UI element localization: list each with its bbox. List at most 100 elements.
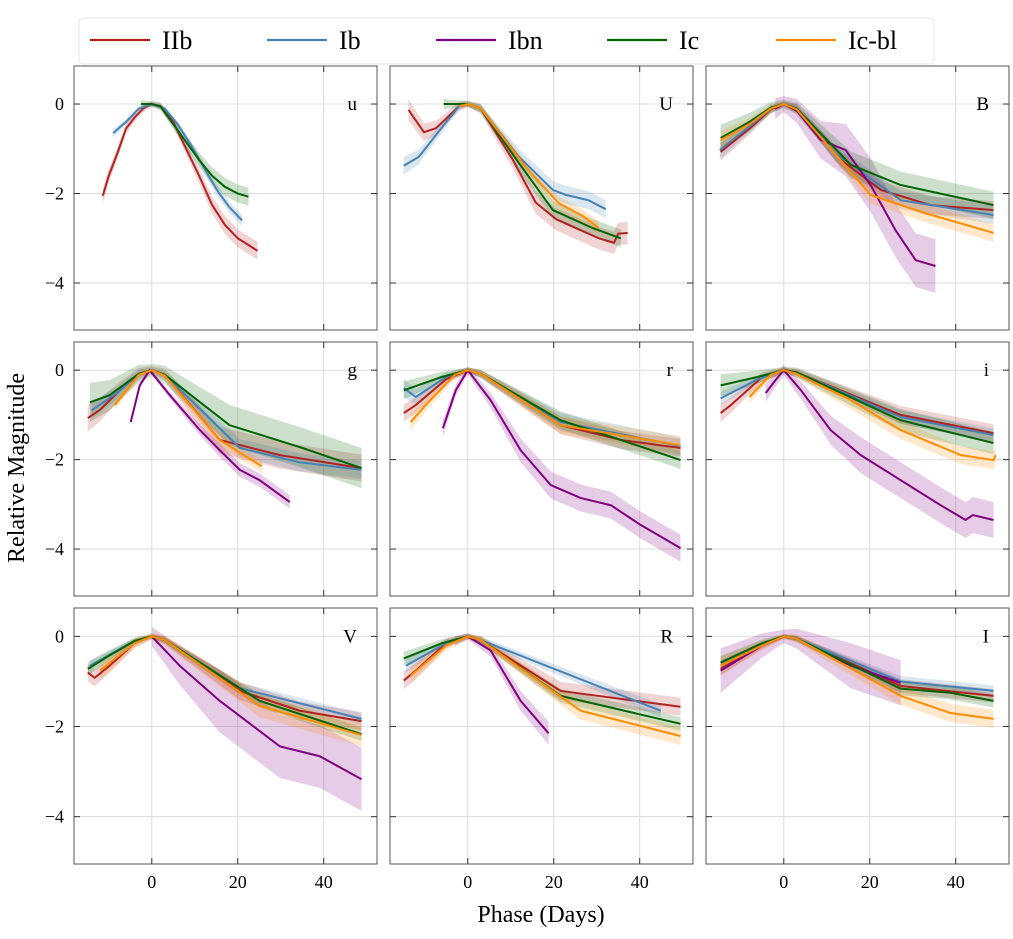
y-tick-label: −4 [45,273,64,293]
y-axis-label: Relative Magnitude [4,373,30,563]
y-tick-label: 0 [55,360,64,380]
y-tick-label: −2 [45,184,64,204]
line-ic-bl [114,369,263,468]
panel-frame [73,341,378,597]
legend-box [78,17,935,65]
legend-label: Ibn [508,26,543,55]
band-ibn [442,366,681,562]
panel-band-label: I [983,626,989,647]
band-ibn [720,628,901,706]
panel-g: 0 −2 −4 g [45,341,378,597]
subplot-grid: 0 −2 −4 u U B 0 −2 −4 g r i 0 20 40 0 −2 −4 V 0 20 40 R 0 20 40 I [45,65,1010,892]
band-ic [87,634,362,741]
legend-label: Ic-bl [848,26,897,55]
band-iib [102,101,258,260]
x-tick-label: 20 [545,872,563,892]
legend-label: Ic [679,26,699,55]
panel-frame [389,607,694,865]
band-iib [408,99,628,254]
band-iib [87,366,362,482]
band-iib [720,367,994,443]
band-ic [403,367,681,469]
line-ibn [441,369,682,550]
line-ic-bl [458,103,600,229]
band-ibn [765,364,994,538]
line-ic [141,103,249,198]
panel-band-label: g [348,360,358,381]
band-ibn [775,95,936,293]
band-ib [403,101,606,219]
panel-i: i [705,341,1010,597]
legend-entry-ib: Ib [267,26,361,55]
panel-frame [389,341,694,597]
line-ic-bl [409,635,681,737]
x-axis-label: Phase (Days) [477,902,604,928]
line-ic-bl [748,369,997,462]
panel-B: B [705,65,1010,331]
band-ic [720,366,994,455]
x-tick-label: 20 [861,872,879,892]
x-tick-label: 0 [779,872,788,892]
x-tick-label: 0 [463,872,472,892]
panel-band-label: V [343,626,357,647]
band-ic [720,100,994,219]
panel-band-label: R [660,626,673,647]
legend-label: Ib [339,26,361,55]
panel-frame [705,65,1010,331]
panel-U: U [389,65,694,331]
legend: IIb Ib Ibn Ic Ic-bl [78,17,935,65]
line-ic-bl [720,103,994,234]
y-tick-label: −2 [45,450,64,470]
y-tick-label: 0 [55,94,64,114]
y-tick-label: −4 [45,539,64,559]
band-ibn [130,368,290,509]
line-iib [407,103,628,244]
panel-u: 0 −2 −4 u [45,65,378,331]
x-tick-label: 40 [315,872,333,892]
line-ibn [764,369,994,521]
band-ic-bl [114,368,262,474]
x-tick-label: 0 [147,872,156,892]
line-ib [112,103,243,222]
line-ibn [129,369,291,503]
legend-entry-iib: IIb [90,26,192,55]
band-iib [403,633,681,716]
line-ic-bl [99,635,362,737]
panel-band-label: u [348,94,358,115]
y-tick-label: −4 [45,807,64,827]
band-ibn [151,626,362,811]
panel-frame [705,607,1010,865]
panel-frame [705,341,1010,597]
x-tick-label: 20 [229,872,247,892]
band-ic-bl [99,633,362,747]
line-ic-bl [720,635,994,720]
y-tick-label: 0 [55,626,64,646]
line-ibn [151,635,363,781]
legend-entry-ic: Ic [607,26,699,55]
x-tick-label: 40 [631,872,649,892]
panel-I: 0 20 40 I [705,607,1010,892]
band-ib [91,367,362,479]
panel-V: 0 20 40 0 −2 −4 V [45,607,378,892]
band-ib [720,368,994,442]
panel-r: r [389,341,694,597]
line-ic-bl [409,369,681,447]
band-ic-bl [459,102,599,235]
legend-label: IIb [162,26,192,55]
band-ic-bl [410,633,681,746]
panel-band-label: r [667,360,674,381]
panel-band-label: B [976,94,989,115]
y-tick-label: −2 [45,717,64,737]
legend-entry-ibn: Ibn [436,26,543,55]
panel-R: 0 20 40 R [389,607,694,892]
panel-band-label: U [659,94,673,115]
legend-entry-ic-bl: Ic-bl [776,26,897,55]
band-ib [113,102,243,226]
panel-frame [73,607,378,865]
panel-frame [73,65,378,331]
x-tick-label: 40 [947,872,965,892]
band-ib [719,101,994,224]
panel-band-label: i [984,360,989,381]
panel-frame [389,65,694,331]
